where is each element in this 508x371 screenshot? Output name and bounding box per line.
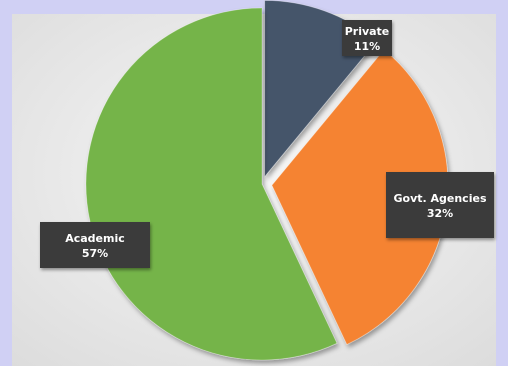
data-label-private: Private 11% — [342, 20, 392, 56]
data-label-percent: 11% — [354, 40, 380, 53]
data-label-percent: 57% — [82, 247, 108, 260]
data-label-box — [40, 222, 150, 268]
data-label-box — [342, 20, 392, 56]
data-label-box — [386, 172, 494, 238]
data-label-category: Academic — [65, 232, 125, 245]
data-label-category: Private — [345, 25, 390, 38]
data-label-academic: Academic 57% — [40, 222, 150, 268]
data-label-category: Govt. Agencies — [393, 192, 486, 205]
data-label-percent: 32% — [427, 207, 453, 220]
data-label-govt-agencies: Govt. Agencies 32% — [386, 172, 494, 238]
data-labels-group: Private 11% Govt. Agencies 32% Academic 57% — [40, 20, 494, 268]
